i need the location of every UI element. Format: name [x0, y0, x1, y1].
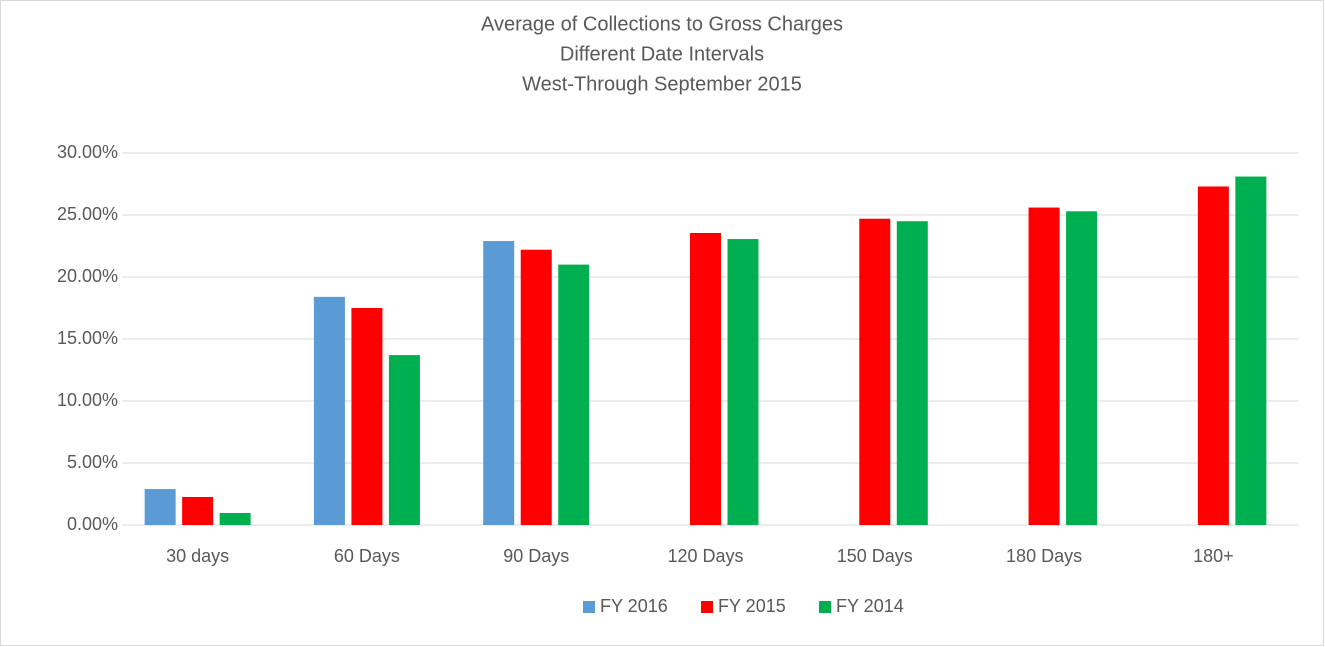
legend-swatch	[583, 601, 595, 613]
bar	[859, 218, 891, 525]
bar	[182, 496, 214, 525]
bar	[896, 221, 928, 525]
y-tick-label: 15.00%	[57, 328, 118, 348]
bar	[483, 241, 515, 526]
x-tick-label: 60 Days	[334, 546, 400, 566]
legend-label: FY 2014	[836, 596, 904, 616]
bar	[1066, 211, 1098, 525]
x-tick-label: 30 days	[166, 546, 229, 566]
bar	[144, 489, 176, 525]
legend-swatch	[701, 601, 713, 613]
y-tick-label: 25.00%	[57, 204, 118, 224]
bar	[558, 264, 590, 525]
bar	[219, 512, 251, 525]
bar	[520, 249, 552, 525]
bar	[1197, 186, 1229, 526]
bar	[388, 355, 420, 525]
bar	[313, 296, 345, 525]
bar	[727, 239, 759, 525]
y-tick-label: 5.00%	[67, 452, 118, 472]
chart-title: Average of Collections to Gross Charges	[481, 13, 843, 35]
bar	[351, 308, 383, 525]
chart-subtitle: West-Through September 2015	[522, 73, 802, 95]
bar	[1235, 176, 1267, 525]
legend-label: FY 2016	[600, 596, 668, 616]
x-tick-label: 90 Days	[503, 546, 569, 566]
x-tick-label: 180+	[1193, 546, 1234, 566]
y-tick-label: 20.00%	[57, 266, 118, 286]
x-tick-label: 120 Days	[667, 546, 743, 566]
legend-swatch	[819, 601, 831, 613]
bar	[690, 232, 721, 526]
chart-subtitle: Different Date Intervals	[560, 43, 764, 65]
x-tick-label: 150 Days	[837, 546, 913, 566]
bar	[1028, 207, 1060, 525]
x-tick-label: 180 Days	[1006, 546, 1082, 566]
y-tick-label: 30.00%	[57, 142, 118, 162]
y-tick-label: 0.00%	[67, 514, 118, 534]
legend-label: FY 2015	[718, 596, 786, 616]
y-tick-label: 10.00%	[57, 390, 118, 410]
